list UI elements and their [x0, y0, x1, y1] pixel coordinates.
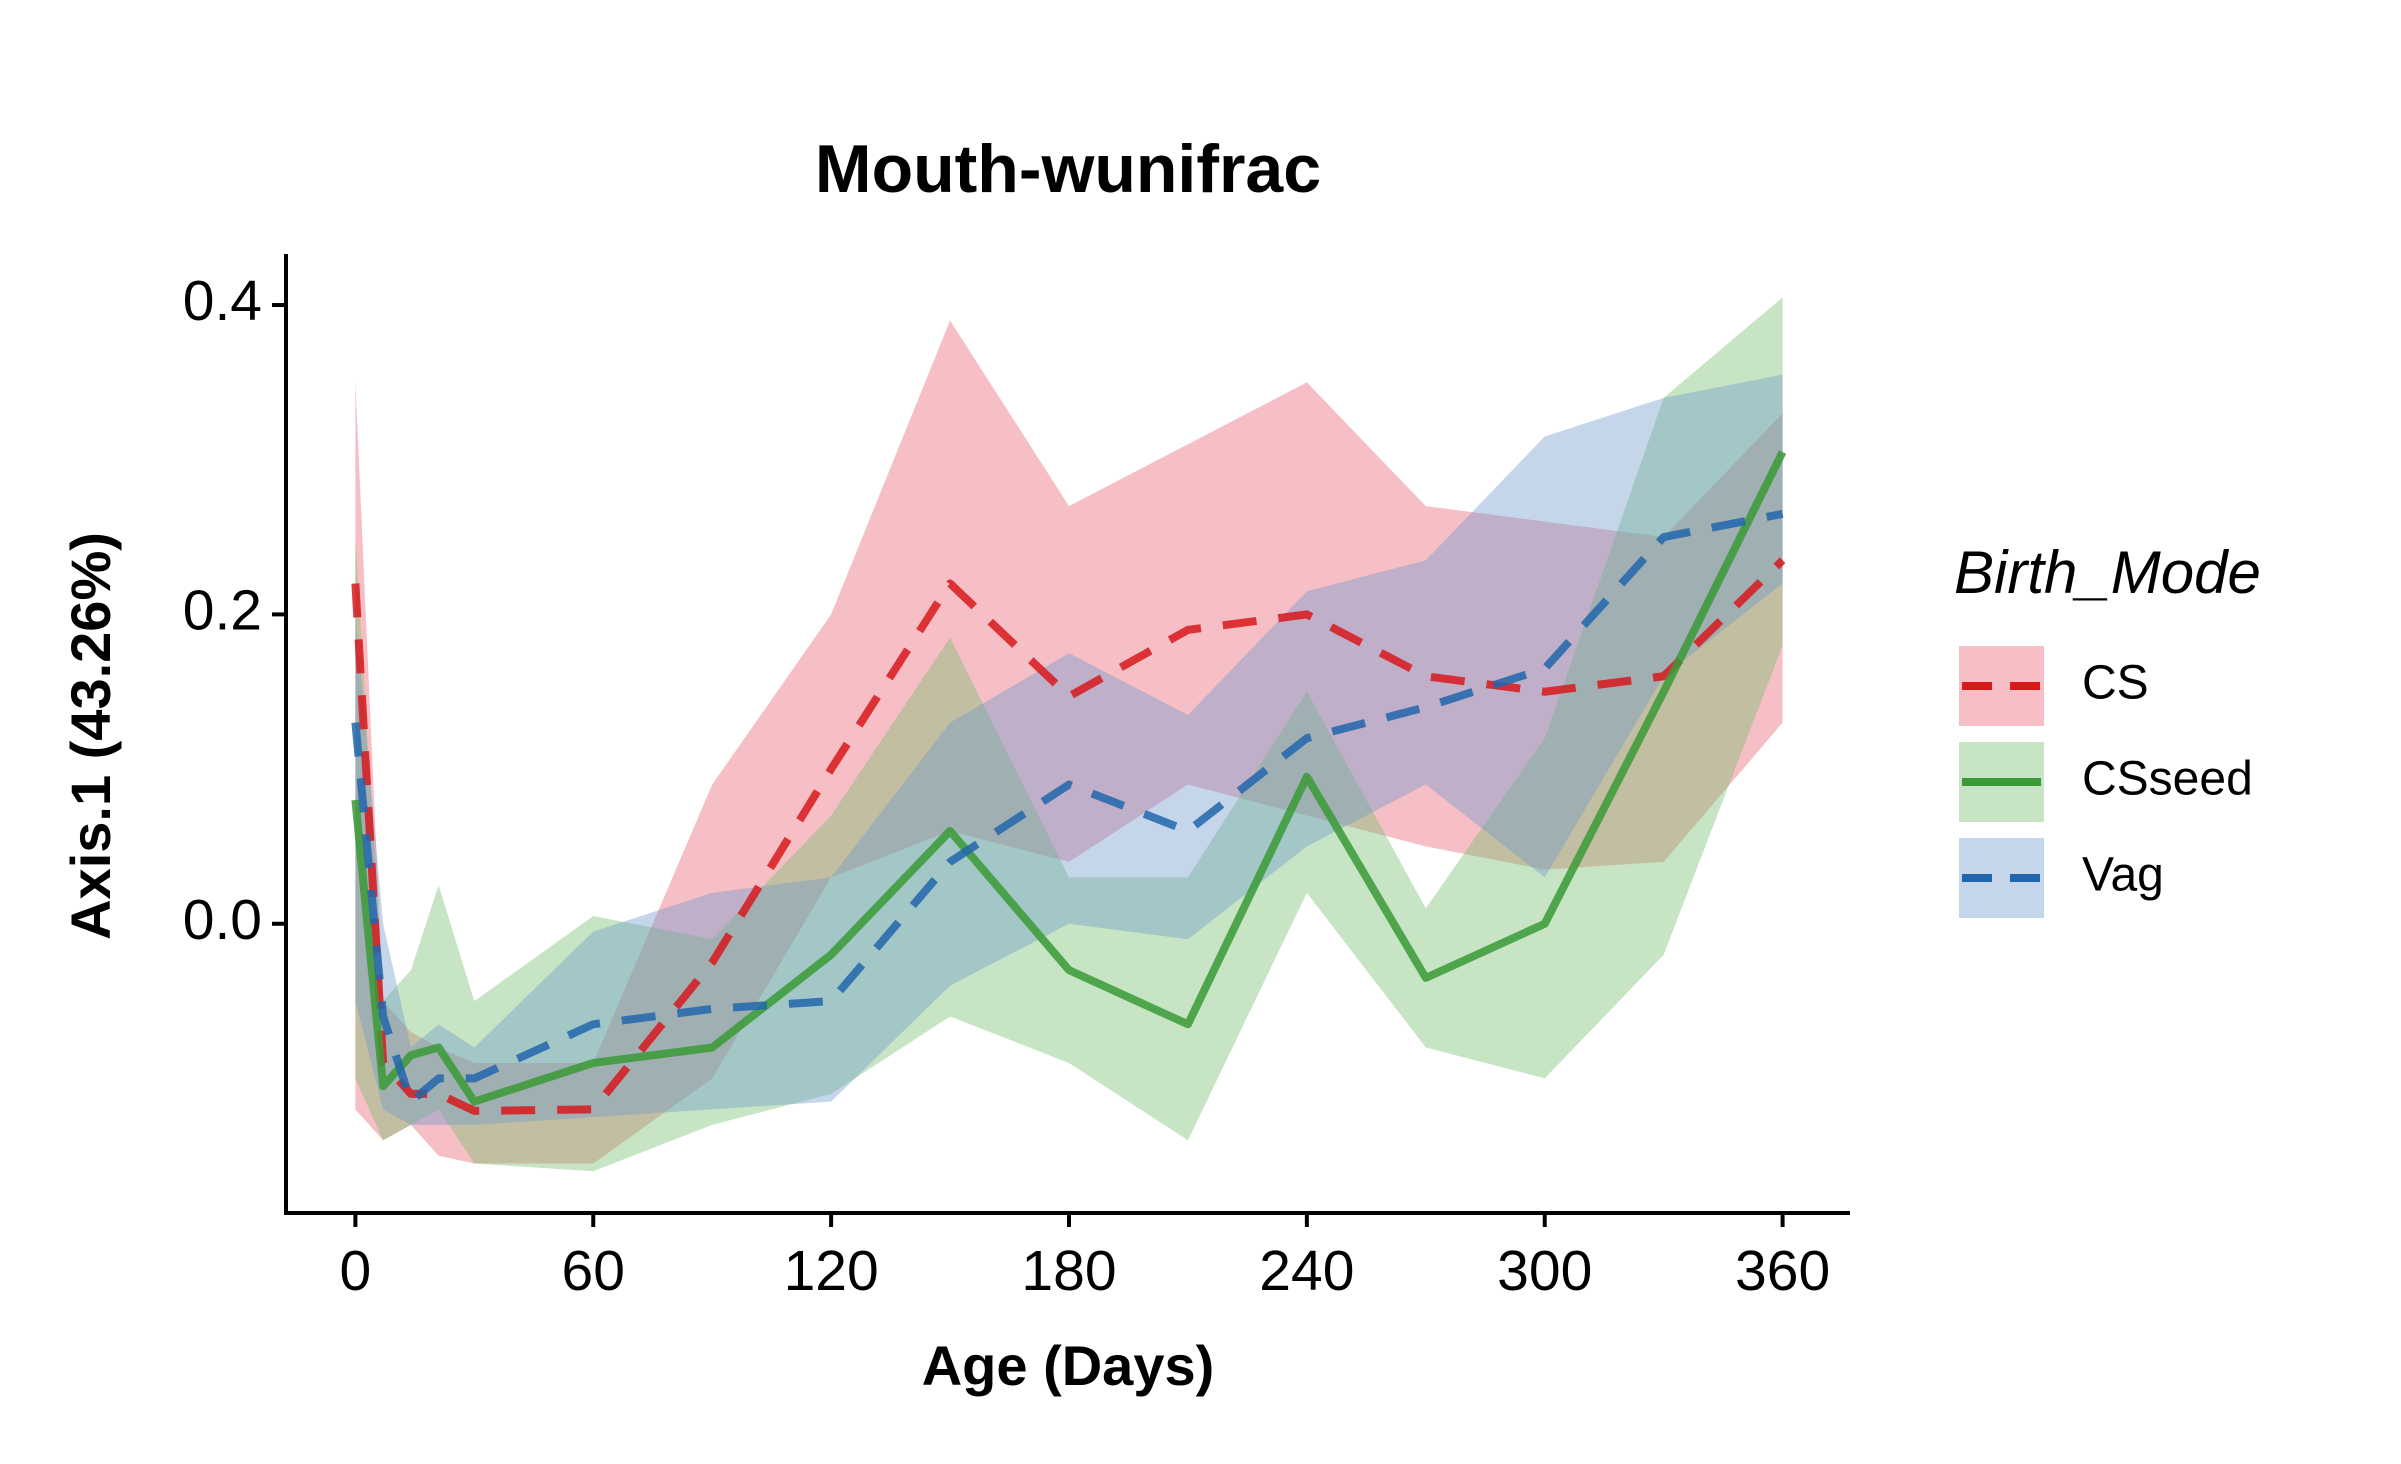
- legend-label: CS: [2082, 657, 2149, 710]
- legend-title: Birth_Mode: [1954, 539, 2261, 606]
- chart-title: Mouth-wunifrac: [815, 131, 1321, 207]
- y-tick-label: 0.0: [183, 888, 262, 952]
- x-tick-label: 300: [1497, 1239, 1592, 1303]
- x-tick-label: 180: [1021, 1239, 1116, 1303]
- legend-label: CSseed: [2082, 753, 2253, 806]
- x-tick-label: 360: [1735, 1239, 1830, 1303]
- y-tick-label: 0.4: [183, 269, 262, 333]
- x-tick-label: 0: [340, 1239, 372, 1303]
- legend-label: Vag: [2082, 849, 2164, 902]
- y-tick-label: 0.2: [183, 578, 262, 642]
- line: [351, 450, 1787, 1106]
- ribbon: [355, 320, 1783, 1164]
- x-tick-label: 120: [784, 1239, 879, 1303]
- x-tick-label: 60: [562, 1239, 625, 1303]
- ribbon: [355, 297, 1783, 1172]
- y-axis-title: Axis.1 (43.26%): [59, 532, 122, 940]
- ribbon: [355, 374, 1783, 1125]
- x-axis-title: Age (Days): [922, 1334, 1215, 1397]
- line: [351, 509, 1784, 1106]
- x-tick-label: 240: [1259, 1239, 1354, 1303]
